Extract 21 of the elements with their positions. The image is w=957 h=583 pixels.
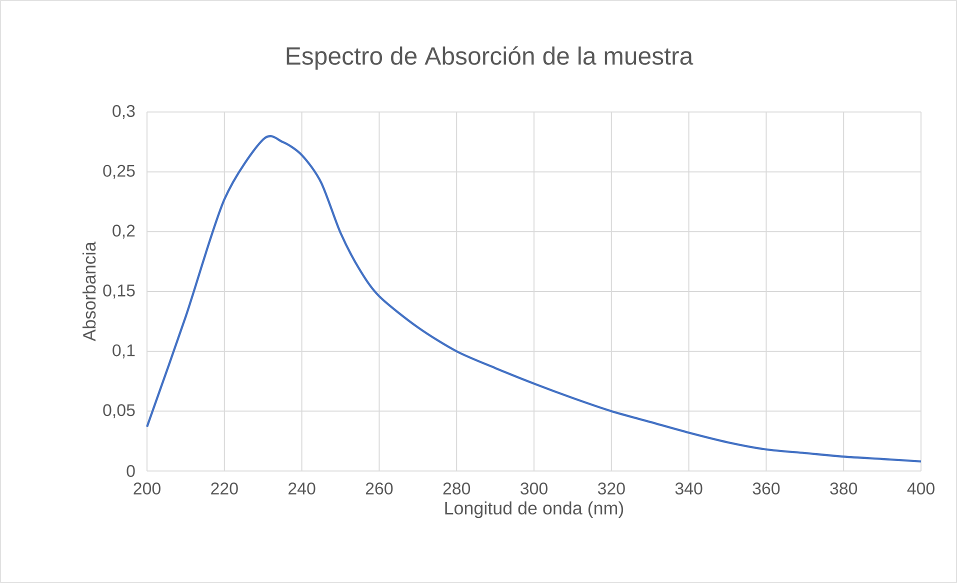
y-tick-label: 0,25: [103, 164, 135, 179]
y-tick-label: 0,3: [112, 104, 135, 119]
x-tick-label: 300: [520, 482, 548, 495]
y-axis-title: Absorbancia: [82, 242, 96, 342]
x-tick-label: 220: [211, 482, 238, 495]
y-tick-label: 0,2: [112, 224, 135, 239]
x-tick-label: 280: [443, 482, 470, 495]
x-tick-label: 240: [288, 482, 316, 495]
y-tick-label: 0,15: [103, 284, 135, 298]
x-tick-label: 340: [675, 482, 702, 495]
y-tick-label: 0: [126, 464, 135, 477]
x-tick-label: 260: [366, 482, 393, 495]
x-tick-label: 320: [598, 482, 625, 495]
chart-title: Espectro de Absorción de la muestra: [286, 46, 694, 70]
x-tick-label: 200: [134, 482, 160, 495]
x-tick-label: 400: [907, 482, 934, 495]
x-tick-label: 360: [752, 482, 780, 495]
y-tick-label: 0,05: [103, 404, 135, 418]
x-axis-title: Longitud de onda (nm): [445, 501, 624, 518]
y-tick-label: 0,1: [112, 344, 135, 358]
x-tick-label: 380: [830, 482, 858, 495]
